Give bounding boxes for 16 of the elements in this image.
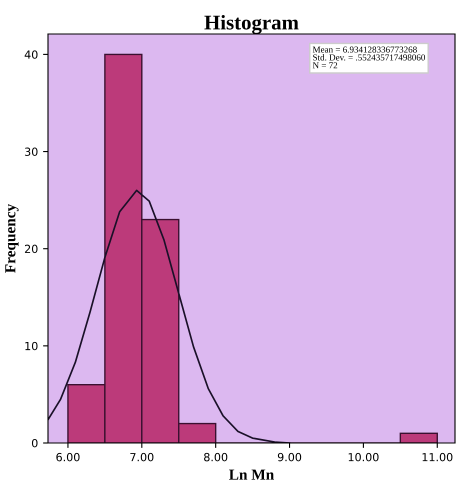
y-tick-label: 40	[24, 50, 38, 59]
annotation: Mean = 6.934128336773268 Std. Dev. = .552435717498060 N = 72	[312, 46, 426, 68]
y-axis-title: Frequency	[5, 204, 19, 273]
x-tick-label: 7.00	[130, 452, 154, 462]
y-tick-label: 10	[25, 342, 38, 350]
x-tick-label: 11.00	[422, 452, 452, 462]
line-series	[48, 190, 290, 443]
x-tick-label: 8.00	[204, 452, 228, 462]
x-tick-label: 9.00	[278, 452, 302, 462]
y-tick-label: 30	[24, 148, 38, 156]
y-tick-label: 0	[32, 438, 38, 448]
x-tick-label: 6.00	[56, 452, 80, 462]
chart-title: Histogram	[204, 14, 299, 34]
y-tick-label: 20	[24, 244, 38, 254]
x-tick-label: 10.00	[348, 452, 379, 462]
x-axis-title: Ln Mn	[229, 470, 274, 480]
